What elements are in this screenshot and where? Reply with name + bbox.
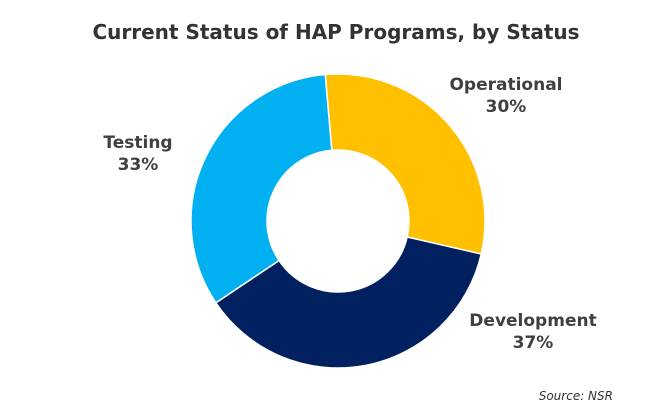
slice-label-operational: Operational	[449, 75, 562, 95]
source-note: Source: NSR	[539, 389, 613, 403]
slice-testing	[190, 73, 333, 304]
slice-label-development: Development	[469, 311, 596, 331]
chart-title: Current Status of HAP Programs, by Statu…	[92, 20, 579, 44]
slice-value-testing: 33%	[118, 155, 159, 175]
slice-value-operational: 30%	[486, 97, 527, 117]
slice-development	[214, 236, 483, 369]
slice-value-development: 37%	[513, 333, 554, 353]
slice-operational	[324, 73, 486, 255]
slice-label-testing: Testing	[103, 133, 172, 153]
donut-slices	[190, 73, 486, 369]
